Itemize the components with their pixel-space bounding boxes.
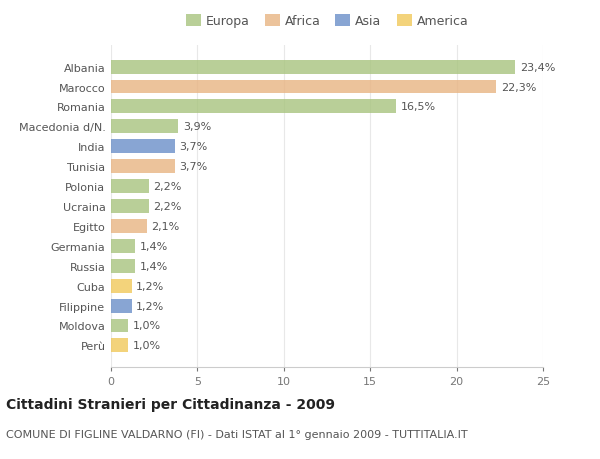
Bar	[111, 279, 132, 293]
Text: 2,2%: 2,2%	[154, 202, 182, 212]
Text: COMUNE DI FIGLINE VALDARNO (FI) - Dati ISTAT al 1° gennaio 2009 - TUTTITALIA.IT: COMUNE DI FIGLINE VALDARNO (FI) - Dati I…	[6, 429, 467, 439]
Text: 1,0%: 1,0%	[133, 341, 161, 351]
Text: 16,5%: 16,5%	[400, 102, 436, 112]
Bar	[111, 100, 396, 114]
Bar	[111, 80, 496, 94]
Legend: Europa, Africa, Asia, America: Europa, Africa, Asia, America	[181, 10, 473, 33]
Bar	[111, 339, 128, 353]
Text: 1,4%: 1,4%	[140, 261, 168, 271]
Bar	[111, 180, 149, 194]
Bar	[111, 319, 128, 333]
Text: 1,4%: 1,4%	[140, 241, 168, 251]
Text: 3,9%: 3,9%	[183, 122, 211, 132]
Text: Cittadini Stranieri per Cittadinanza - 2009: Cittadini Stranieri per Cittadinanza - 2…	[6, 397, 335, 411]
Text: 3,7%: 3,7%	[179, 162, 208, 172]
Text: 23,4%: 23,4%	[520, 62, 555, 73]
Bar	[111, 140, 175, 154]
Bar	[111, 160, 175, 174]
Bar	[111, 259, 135, 273]
Text: 1,0%: 1,0%	[133, 321, 161, 331]
Bar	[111, 120, 178, 134]
Bar	[111, 200, 149, 213]
Bar	[111, 61, 515, 74]
Text: 2,1%: 2,1%	[152, 221, 180, 231]
Bar	[111, 239, 135, 253]
Text: 22,3%: 22,3%	[500, 82, 536, 92]
Text: 1,2%: 1,2%	[136, 301, 164, 311]
Bar	[111, 299, 132, 313]
Text: 1,2%: 1,2%	[136, 281, 164, 291]
Bar	[111, 219, 147, 233]
Text: 3,7%: 3,7%	[179, 142, 208, 152]
Text: 2,2%: 2,2%	[154, 182, 182, 192]
